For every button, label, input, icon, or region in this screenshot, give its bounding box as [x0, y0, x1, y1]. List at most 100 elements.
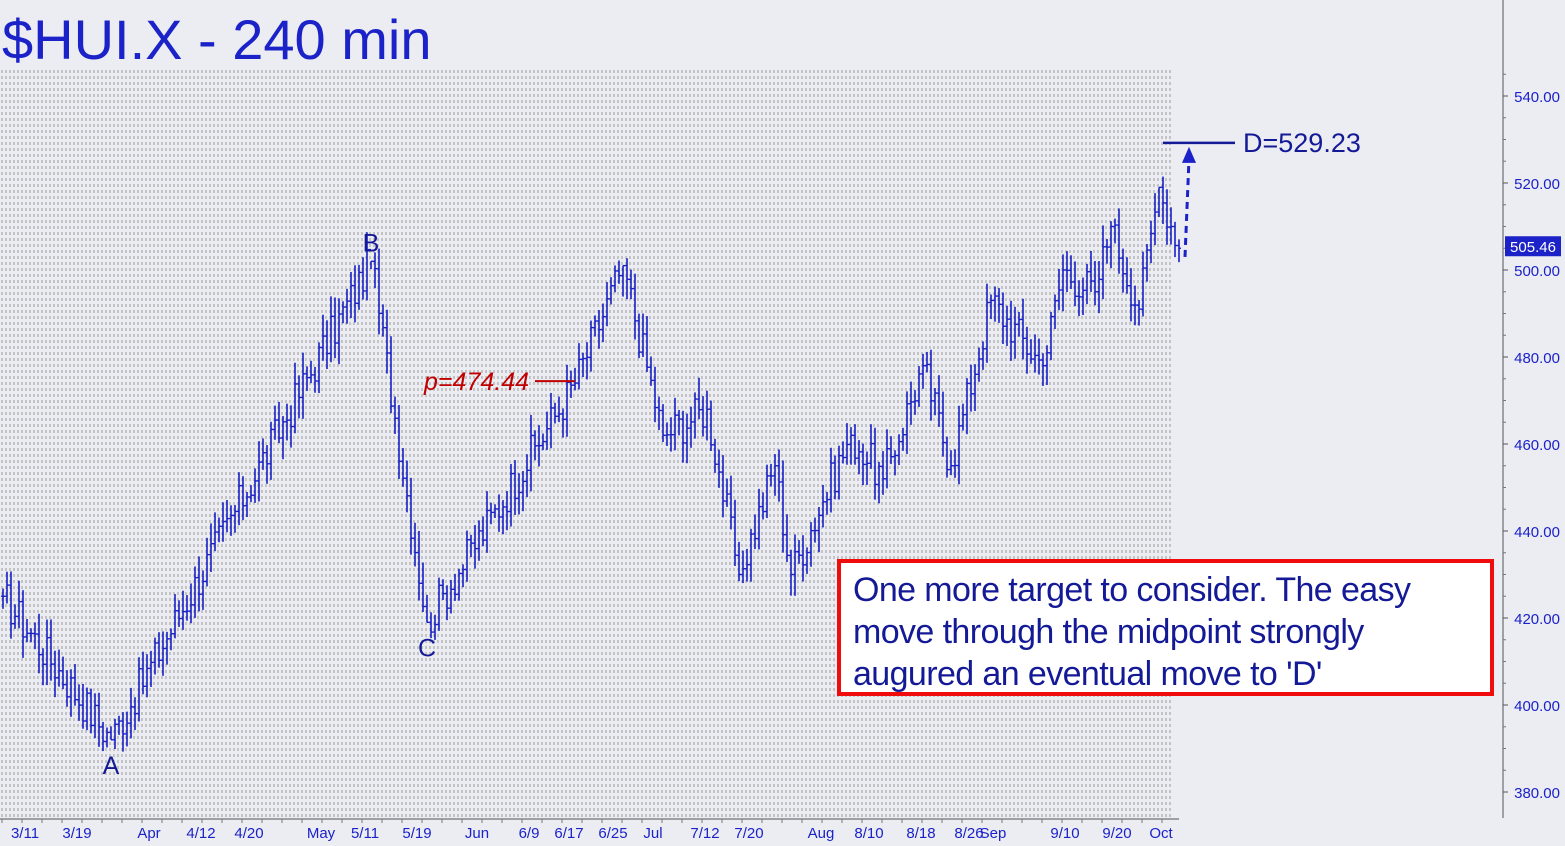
ohlc-bar: [321, 314, 325, 361]
ohlc-bar: [353, 265, 357, 323]
ohlc-bar: [593, 315, 597, 337]
x-tick-label: Oct: [1149, 825, 1173, 842]
ohlc-bar: [961, 403, 965, 431]
ohlc-bar: [521, 471, 525, 512]
ohlc-bar: [517, 473, 521, 515]
ohlc-bar: [1029, 339, 1033, 364]
ohlc-bar: [349, 271, 353, 319]
ohlc-bar: [633, 273, 637, 340]
ohlc-bar: [105, 727, 109, 748]
ohlc-bar: [653, 366, 657, 423]
ohlc-bar: [537, 425, 541, 467]
ohlc-bar: [393, 396, 397, 434]
projection-arrow-shaft: [1183, 158, 1191, 258]
ohlc-bar: [693, 392, 697, 439]
ohlc-bar: [849, 427, 853, 465]
ohlc-bar: [1049, 311, 1053, 361]
ohlc-bar: [729, 475, 733, 530]
ohlc-bar: [329, 296, 333, 363]
pattern-label-c: C: [418, 634, 436, 662]
ohlc-bar: [505, 491, 509, 531]
ohlc-bar: [77, 684, 81, 721]
x-axis: 3/11 3/19 Apr 4/12 4/20 May 5/11 5/19 Jun 6/9 6/17…: [0, 818, 1179, 842]
ohlc-bar: [101, 721, 105, 752]
ohlc-bar: [429, 612, 433, 639]
x-tick-label: 7/20: [734, 825, 763, 842]
ohlc-bar: [629, 269, 633, 300]
ohlc-bar: [213, 512, 217, 552]
ohlc-bar: [145, 654, 149, 698]
ohlc-bar: [581, 352, 585, 378]
ohlc-bar: [901, 427, 905, 451]
ohlc-bar: [1141, 251, 1145, 317]
ohlc-bar: [1, 588, 5, 609]
ohlc-bar: [645, 316, 649, 372]
y-tick-label: 380.00: [1514, 785, 1560, 802]
ohlc-bar: [81, 683, 85, 729]
ohlc-bar: [1061, 254, 1065, 312]
ohlc-bar: [1073, 261, 1077, 307]
ohlc-bar: [917, 366, 921, 407]
annotation-line: move through the midpoint strongly: [853, 613, 1364, 651]
x-tick-label: 3/19: [62, 825, 91, 842]
ohlc-bar: [1165, 189, 1169, 245]
ohlc-bar: [69, 669, 73, 717]
ohlc-bar: [873, 427, 877, 500]
ohlc-bar: [281, 416, 285, 460]
ohlc-bar: [1065, 251, 1069, 293]
x-tick-label: Sep: [980, 825, 1007, 842]
ohlc-bar: [197, 556, 201, 612]
ohlc-bar: [601, 303, 605, 343]
ohlc-bar: [1045, 345, 1049, 385]
ohlc-bar: [273, 405, 277, 440]
x-tick-label: May: [307, 825, 336, 842]
ohlc-bar: [121, 712, 125, 752]
ohlc-bar: [33, 622, 37, 650]
ohlc-bar: [661, 404, 665, 443]
y-tick-label: 540.00: [1514, 89, 1560, 106]
ohlc-bar: [437, 577, 441, 631]
ohlc-bar: [697, 377, 701, 420]
ohlc-bar: [553, 402, 557, 424]
grid: [1, 70, 1171, 818]
ohlc-bar: [97, 692, 101, 747]
ohlc-bar: [165, 631, 169, 665]
ohlc-bar: [29, 628, 33, 643]
ohlc-bar: [1005, 305, 1009, 346]
ohlc-bar: [821, 485, 825, 528]
y-tick-label: 520.00: [1514, 176, 1560, 193]
ohlc-bar: [897, 434, 901, 466]
ohlc-bar: [469, 534, 473, 558]
ohlc-bar: [245, 491, 249, 517]
ohlc-bar: [1013, 306, 1017, 359]
ohlc-bar: [21, 590, 25, 658]
ohlc-bar: [957, 405, 961, 485]
ohlc-bar: [701, 396, 705, 437]
ohlc-bar: [717, 449, 721, 488]
ohlc-bar: [549, 392, 553, 449]
ohlc-bar: [45, 619, 49, 686]
chart-title: $HUI.X - 240 min: [2, 8, 432, 71]
ohlc-bar: [801, 535, 805, 582]
ohlc-bar: [417, 530, 421, 601]
ohlc-bar: [241, 476, 245, 521]
ohlc-bar: [853, 424, 857, 465]
x-tick-label: 6/17: [554, 825, 583, 842]
ohlc-bar: [761, 492, 765, 520]
ohlc-bar: [209, 523, 213, 573]
ohlc-bar: [1057, 268, 1061, 311]
ohlc-bar: [385, 309, 389, 374]
ohlc-bar: [837, 445, 841, 500]
ohlc-bar: [493, 504, 497, 519]
ohlc-bar: [157, 632, 161, 668]
ohlc-bar: [9, 571, 13, 639]
ohlc-bar: [477, 520, 481, 561]
ohlc-bar: [185, 595, 189, 621]
ohlc-bar: [585, 342, 589, 380]
ohlc-bar: [25, 619, 29, 643]
ohlc-bar: [73, 664, 77, 706]
ohlc-bar: [737, 541, 741, 582]
ohlc-bar: [333, 297, 337, 359]
ohlc-bar: [153, 637, 157, 675]
ohlc-bar: [461, 564, 465, 588]
